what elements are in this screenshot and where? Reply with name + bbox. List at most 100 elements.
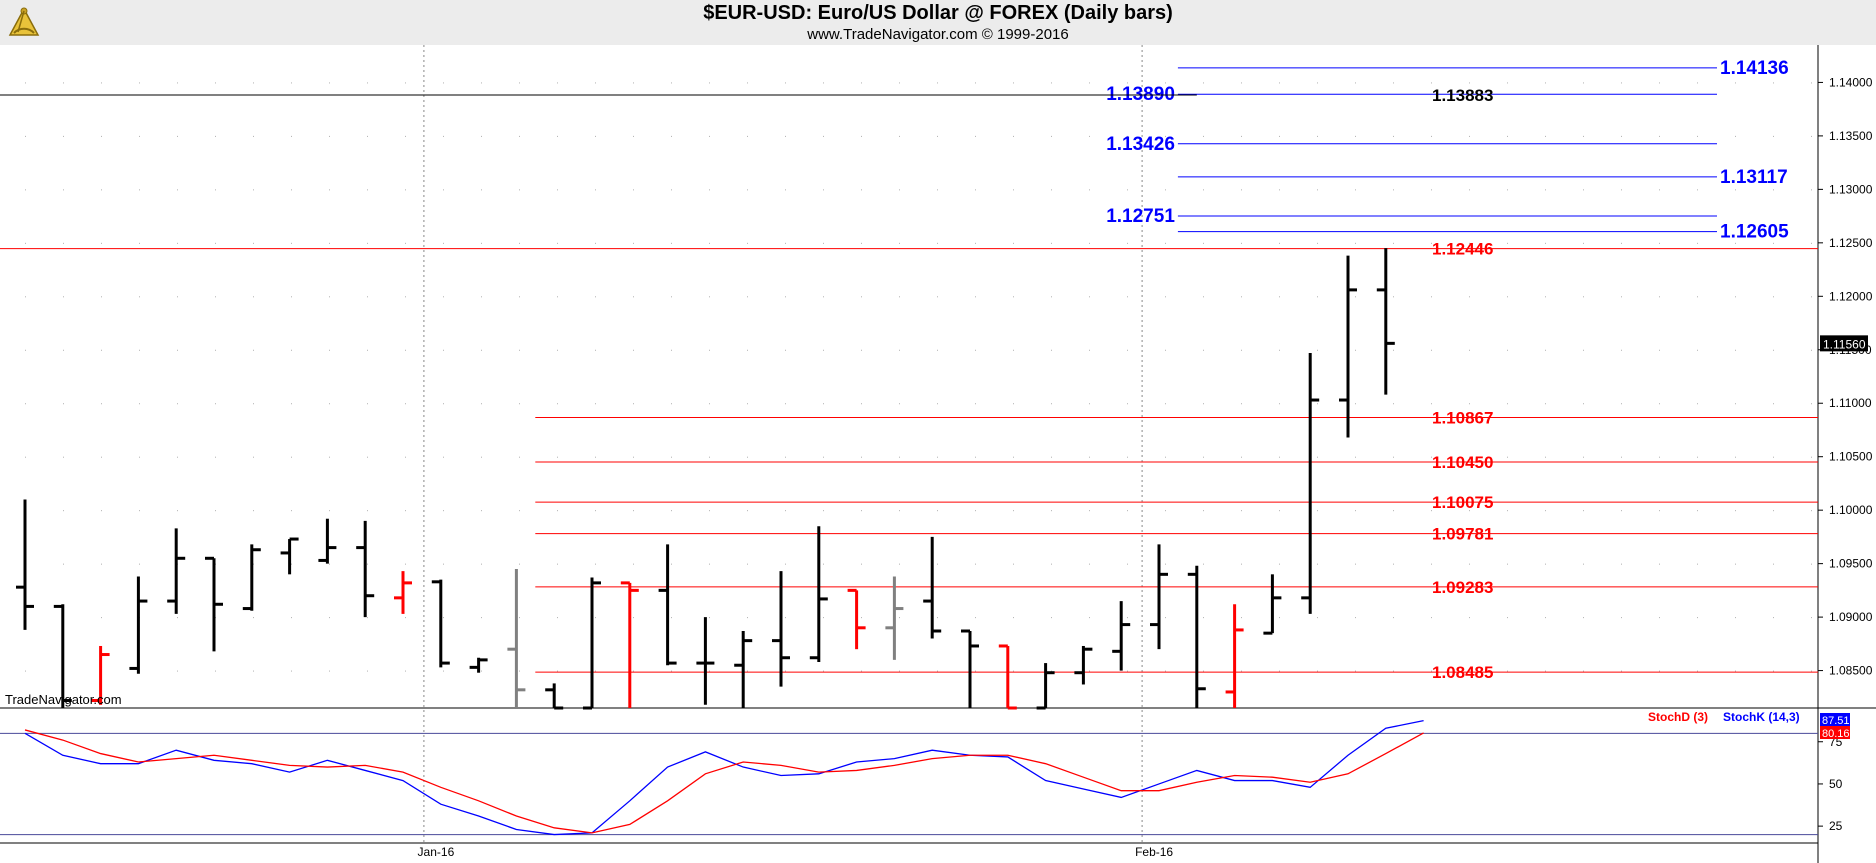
ohlc-bar bbox=[1376, 248, 1395, 395]
grid-dot bbox=[443, 456, 444, 458]
grid-dot bbox=[823, 135, 824, 137]
grid-dot bbox=[671, 242, 672, 244]
grid-dot bbox=[519, 349, 520, 351]
grid-dot bbox=[1735, 563, 1736, 565]
grid-dot bbox=[671, 510, 672, 512]
grid-dot bbox=[975, 135, 976, 137]
grid-dot bbox=[1583, 670, 1584, 672]
grid-dot bbox=[1431, 242, 1432, 244]
y-tick-label: 1.10000 bbox=[1829, 503, 1873, 517]
grid-dot bbox=[595, 296, 596, 298]
grid-dot bbox=[557, 296, 558, 298]
grid-dot bbox=[1621, 456, 1622, 458]
grid-dot bbox=[367, 456, 368, 458]
grid-dot bbox=[1811, 670, 1812, 672]
grid-dot bbox=[1089, 296, 1090, 298]
grid-dot bbox=[253, 296, 254, 298]
grid-dot bbox=[177, 82, 178, 84]
grid-dot bbox=[481, 135, 482, 137]
grid-dot bbox=[595, 670, 596, 672]
grid-dot bbox=[101, 296, 102, 298]
grid-dot bbox=[899, 563, 900, 565]
grid-dot bbox=[1735, 242, 1736, 244]
grid-dot bbox=[1431, 617, 1432, 619]
grid-dot bbox=[1127, 403, 1128, 405]
grid-dot bbox=[1545, 349, 1546, 351]
grid-dot bbox=[1393, 82, 1394, 84]
grid-dot bbox=[443, 563, 444, 565]
grid-dot bbox=[557, 510, 558, 512]
grid-dot bbox=[1317, 670, 1318, 672]
grid-dot bbox=[1545, 617, 1546, 619]
grid-dot bbox=[1431, 403, 1432, 405]
grid-dot bbox=[1127, 242, 1128, 244]
grid-dot bbox=[1583, 617, 1584, 619]
sextant-logo-icon bbox=[8, 7, 40, 36]
level-label: 1.13117 bbox=[1720, 167, 1788, 188]
grid-dot bbox=[139, 510, 140, 512]
ohlc-bar bbox=[772, 571, 790, 687]
grid-dot bbox=[139, 349, 140, 351]
grid-dot bbox=[975, 563, 976, 565]
grid-dot bbox=[1659, 82, 1660, 84]
grid-dot bbox=[1773, 242, 1774, 244]
level-label: 1.10075 bbox=[1432, 493, 1493, 512]
grid-dot bbox=[1127, 189, 1128, 191]
grid-dot bbox=[329, 82, 330, 84]
grid-dot bbox=[1545, 82, 1546, 84]
grid-dot bbox=[1697, 670, 1698, 672]
grid-dot bbox=[671, 349, 672, 351]
grid-dot bbox=[1545, 670, 1546, 672]
grid-dot bbox=[1127, 670, 1128, 672]
grid-dot bbox=[1165, 189, 1166, 191]
grid-dot bbox=[329, 670, 330, 672]
grid-dot bbox=[253, 510, 254, 512]
grid-dot bbox=[1317, 403, 1318, 405]
grid-dot bbox=[937, 617, 938, 619]
grid-dot bbox=[253, 349, 254, 351]
grid-dot bbox=[937, 670, 938, 672]
grid-dot bbox=[1051, 456, 1052, 458]
grid-dot bbox=[1507, 456, 1508, 458]
grid-dot bbox=[1203, 456, 1204, 458]
grid-dot bbox=[1051, 82, 1052, 84]
grid-dot bbox=[215, 670, 216, 672]
grid-dot bbox=[1203, 135, 1204, 137]
grid-dot bbox=[937, 349, 938, 351]
level-label: 1.14136 bbox=[1720, 58, 1789, 79]
grid-dot bbox=[253, 563, 254, 565]
grid-dot bbox=[1507, 510, 1508, 512]
grid-dot bbox=[1279, 189, 1280, 191]
grid-dot bbox=[1773, 510, 1774, 512]
grid-dot bbox=[443, 82, 444, 84]
grid-dot bbox=[709, 189, 710, 191]
grid-dot bbox=[1393, 670, 1394, 672]
grid-dot bbox=[1203, 82, 1204, 84]
grid-dot bbox=[1811, 242, 1812, 244]
grid-dot bbox=[671, 82, 672, 84]
grid-dot bbox=[253, 670, 254, 672]
grid-dot bbox=[1203, 349, 1204, 351]
grid-dot bbox=[785, 296, 786, 298]
grid-dot bbox=[63, 403, 64, 405]
grid-dot bbox=[823, 296, 824, 298]
grid-dot bbox=[1811, 349, 1812, 351]
grid-dot bbox=[1051, 563, 1052, 565]
grid-dot bbox=[329, 349, 330, 351]
grid-dot bbox=[899, 135, 900, 137]
grid-dot bbox=[329, 563, 330, 565]
grid-dot bbox=[861, 670, 862, 672]
grid-dot bbox=[481, 670, 482, 672]
grid-dot bbox=[1317, 456, 1318, 458]
grid-dot bbox=[671, 670, 672, 672]
grid-dot bbox=[633, 242, 634, 244]
grid-dot bbox=[177, 456, 178, 458]
grid-dot bbox=[1393, 510, 1394, 512]
grid-dot bbox=[1393, 135, 1394, 137]
grid-dot bbox=[595, 349, 596, 351]
grid-dot bbox=[1773, 456, 1774, 458]
grid-dot bbox=[1165, 510, 1166, 512]
grid-dot bbox=[1507, 242, 1508, 244]
grid-dot bbox=[63, 242, 64, 244]
grid-dot bbox=[1165, 242, 1166, 244]
